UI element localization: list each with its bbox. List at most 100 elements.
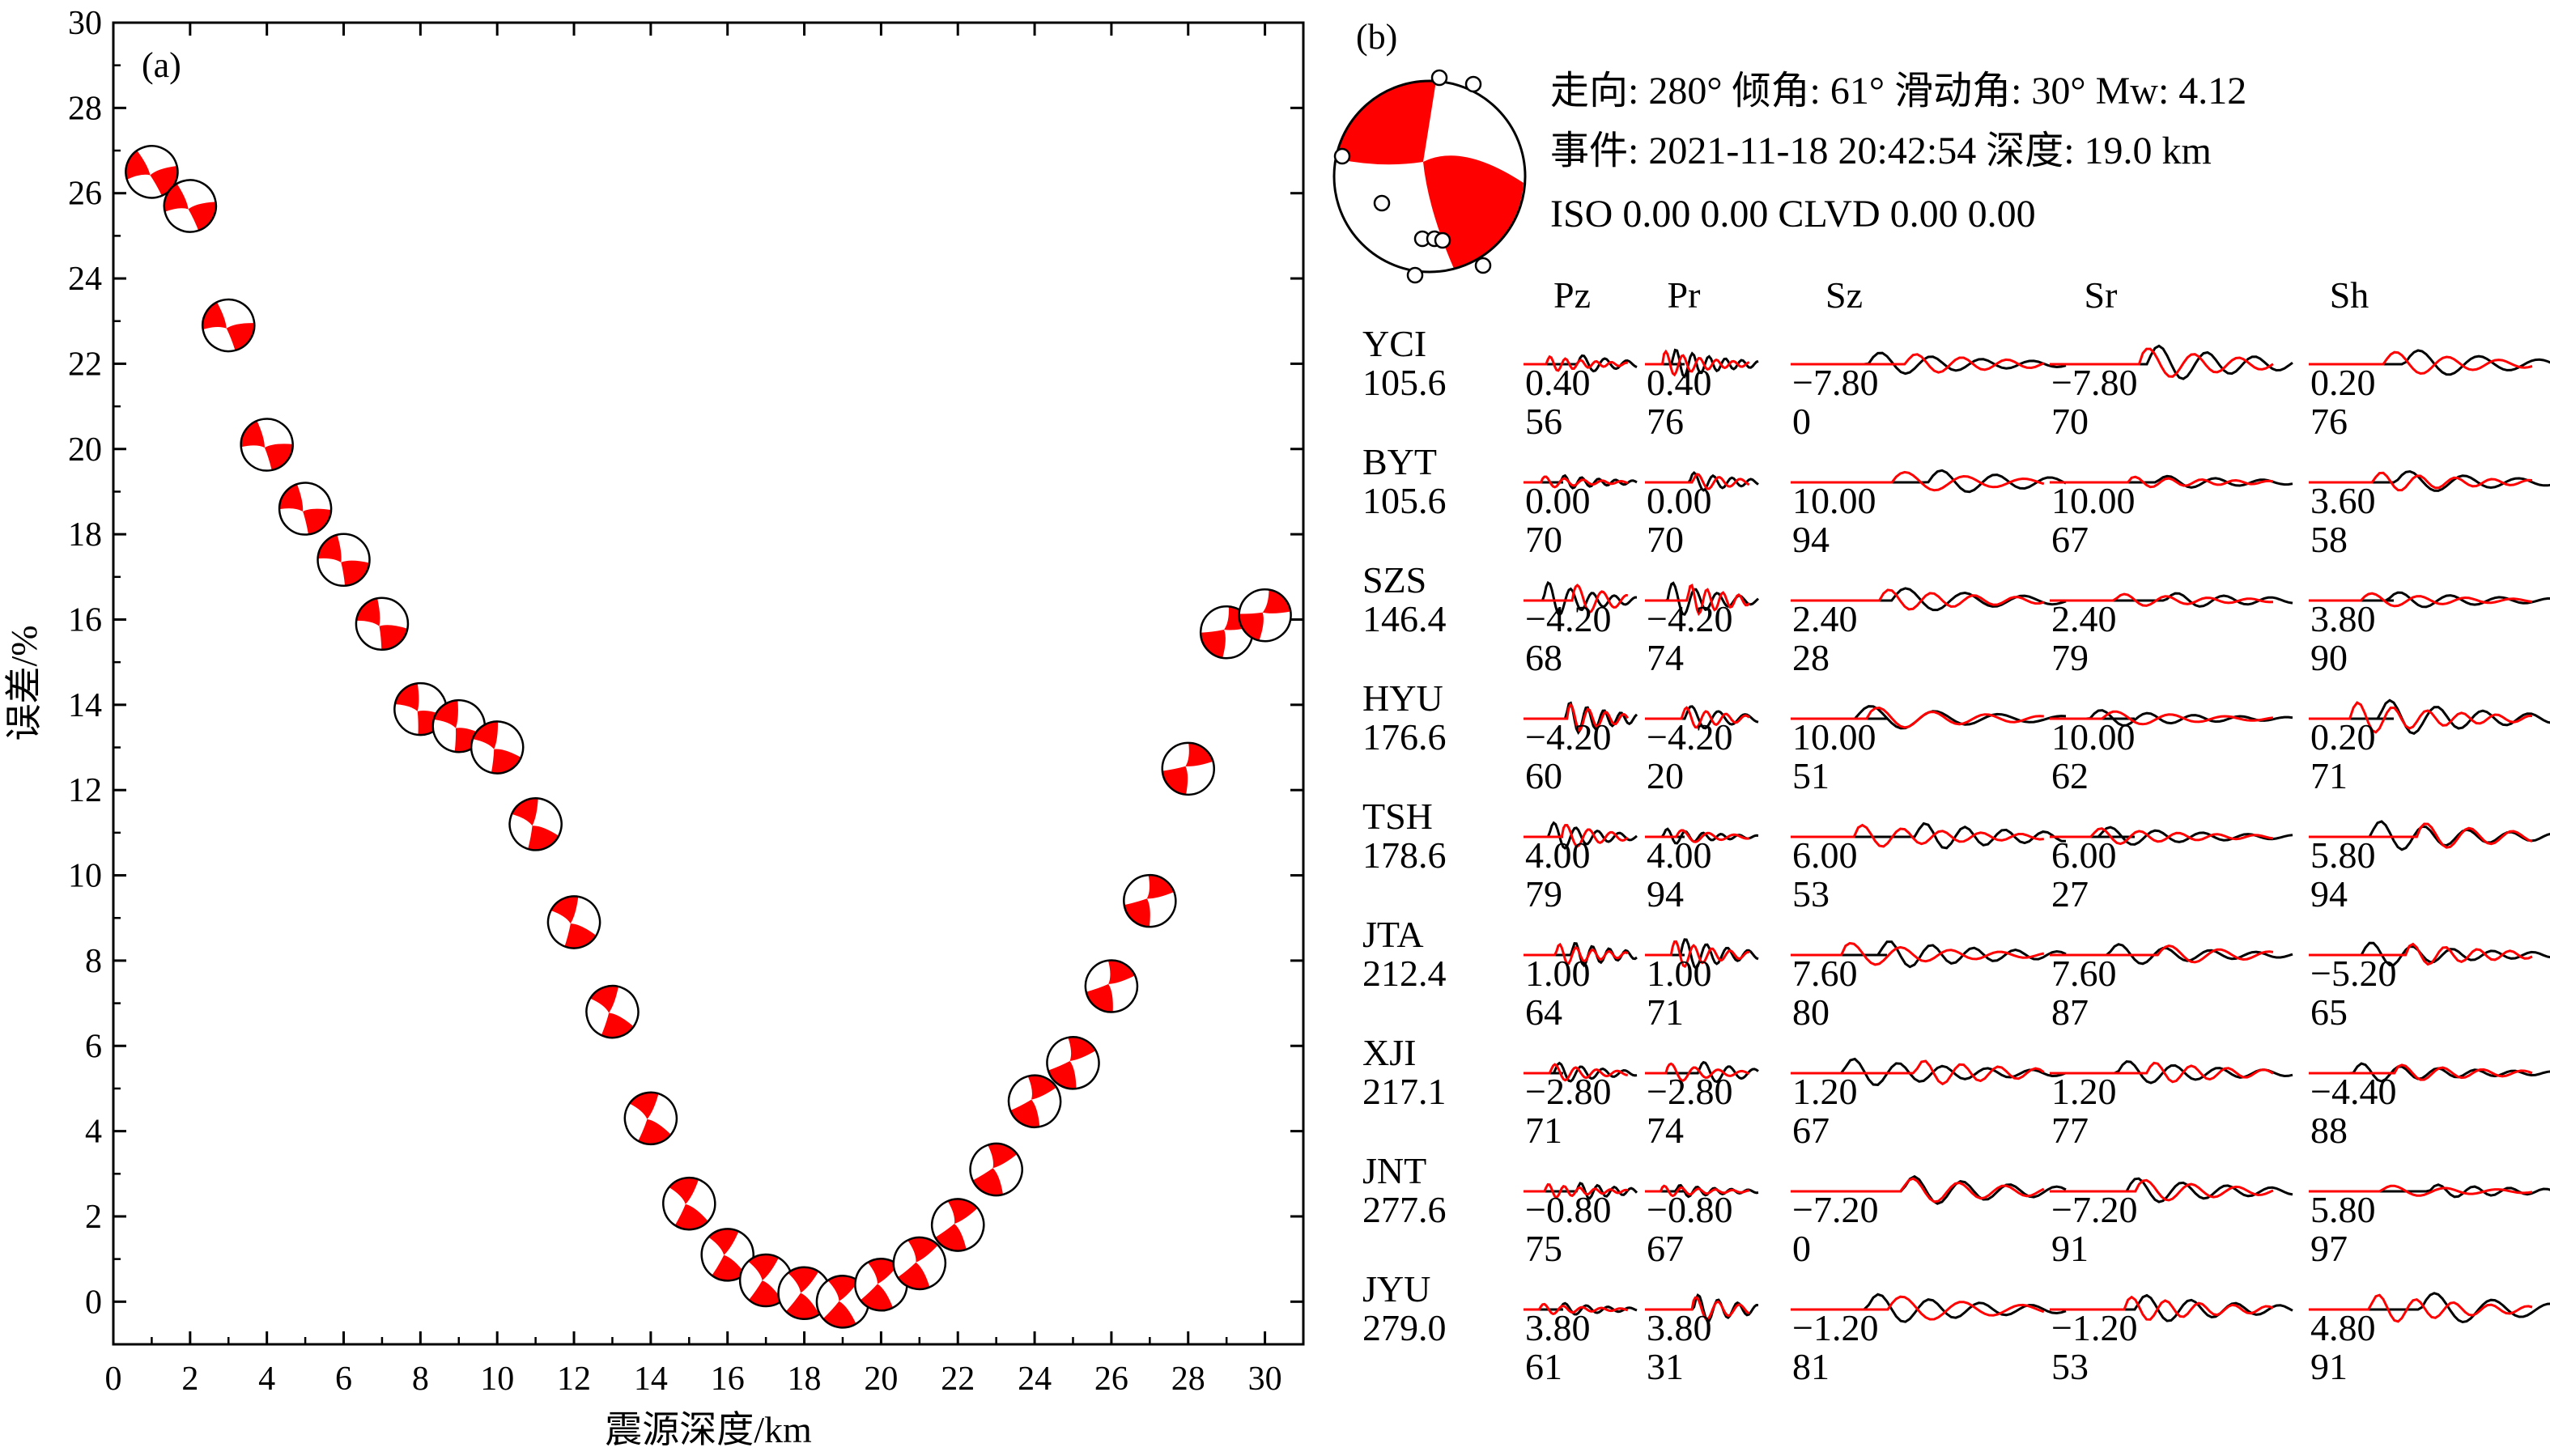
station-name: HYU	[1362, 677, 1443, 719]
synthetic-waveform	[1791, 353, 2045, 374]
iso-clvd-line: ISO 0.00 0.00 CLVD 0.00 0.00	[1550, 193, 2036, 236]
synthetic-waveform	[1524, 942, 1629, 966]
station-polarity-marker	[1434, 231, 1451, 249]
correlation: 71	[2310, 755, 2348, 796]
synthetic-waveform	[1791, 470, 2045, 492]
synthetic-waveform	[2309, 1063, 2533, 1081]
synthetic-waveform	[2050, 475, 2274, 489]
correlation: 53	[2051, 1346, 2089, 1387]
synthetic-waveform	[1524, 1302, 1629, 1315]
time-shift: 7.60	[2051, 953, 2117, 994]
component-headers: Pz Pr Sz Sr Sh	[1553, 274, 2369, 316]
correlation: 56	[1525, 401, 1562, 442]
time-shift: 0.00	[1525, 480, 1591, 521]
y-tick-label: 16	[68, 601, 102, 639]
plot-frame-a	[112, 21, 1305, 1346]
synthetic-waveform	[1645, 829, 1750, 843]
synthetic-waveform	[1645, 1296, 1750, 1321]
beachball-marker	[317, 533, 371, 587]
beachball-marker	[1123, 873, 1177, 928]
correlation: 74	[1647, 1110, 1684, 1151]
compressional-quadrant	[1336, 80, 1436, 165]
station-distance: 176.6	[1362, 716, 1447, 758]
beachball-marker	[202, 298, 256, 353]
x-tick-label: 2	[181, 1360, 198, 1398]
x-tick-label: 30	[1248, 1360, 1282, 1398]
synthetic-waveform	[1524, 1182, 1629, 1199]
time-shift: −4.20	[1525, 598, 1611, 639]
station-polarity-marker	[1430, 69, 1448, 87]
correlation: 91	[2051, 1228, 2089, 1269]
station-distance: 146.4	[1362, 598, 1447, 639]
synthetic-waveform	[1791, 823, 2044, 848]
beachball-marker	[1238, 588, 1292, 643]
beachball-marker	[278, 482, 333, 536]
beachball-marker	[969, 1142, 1023, 1197]
correlation: 61	[1525, 1346, 1562, 1387]
x-tick-label: 28	[1171, 1360, 1205, 1398]
y-tick-label: 10	[68, 858, 102, 895]
time-shift: 0.40	[1525, 362, 1591, 403]
y-axis-label: 误差/%	[3, 625, 45, 741]
time-shift: 0.20	[2310, 716, 2376, 758]
time-shift: 1.00	[1525, 953, 1591, 994]
correlation: 51	[1792, 755, 1830, 796]
correlation: 58	[2310, 519, 2348, 560]
time-shift: −7.20	[2051, 1189, 2137, 1230]
main-focal-mechanism	[1332, 69, 1527, 284]
focal-sphere-outline	[1332, 79, 1527, 274]
correlation: 94	[1792, 519, 1830, 560]
time-shift: 2.40	[2051, 598, 2117, 639]
synthetic-waveform	[1791, 588, 2045, 611]
time-shift: −4.40	[2310, 1071, 2396, 1112]
time-shift: 3.80	[1647, 1307, 1712, 1348]
beachball-markers	[125, 145, 1292, 1329]
station-polarity-marker	[1474, 257, 1492, 274]
synthetic-waveform	[2050, 592, 2274, 607]
synthetic-waveform	[2050, 827, 2274, 846]
y-tick-label: 24	[68, 261, 102, 298]
synthetic-waveform	[1524, 823, 1629, 848]
y-tick-label: 28	[68, 90, 102, 127]
x-tick-label: 16	[711, 1360, 745, 1398]
station-name: JNT	[1362, 1150, 1426, 1191]
y-tick-label: 12	[68, 772, 102, 809]
station-distance: 212.4	[1362, 953, 1447, 994]
beachball-marker	[892, 1236, 947, 1291]
time-shift: 4.00	[1525, 834, 1591, 876]
time-shift: 1.20	[2051, 1071, 2117, 1112]
y-tick-label: 8	[85, 943, 102, 980]
correlation: 31	[1647, 1346, 1684, 1387]
station-name: JYU	[1362, 1268, 1430, 1310]
synthetic-waveform	[1791, 706, 2044, 729]
synthetic-waveform	[2050, 710, 2274, 726]
correlation: 76	[2310, 401, 2348, 442]
correlation: 71	[1525, 1110, 1562, 1151]
synthetic-waveform	[1524, 1063, 1628, 1082]
station-polarity-marker	[1333, 147, 1351, 165]
synthetic-waveform	[1791, 941, 2045, 966]
component-header: Pr	[1668, 274, 1701, 316]
x-tick-label: 18	[788, 1360, 822, 1398]
beachball-marker	[163, 179, 218, 233]
synthetic-waveform	[2309, 1184, 2533, 1197]
synthetic-waveform	[2309, 592, 2533, 608]
x-tick-label: 14	[634, 1360, 668, 1398]
y-tick-label: 6	[85, 1028, 102, 1065]
beachball-marker	[1084, 959, 1139, 1013]
synthetic-waveform	[1524, 703, 1630, 732]
correlation: 91	[2310, 1346, 2348, 1387]
y-tick-label: 14	[68, 687, 102, 724]
synthetic-waveform	[2309, 471, 2533, 492]
synthetic-waveform	[2309, 1293, 2533, 1323]
time-shift: 1.00	[1647, 953, 1712, 994]
time-shift: −0.80	[1647, 1189, 1732, 1230]
time-shift: 4.80	[2310, 1307, 2376, 1348]
observed-waveform	[1524, 1301, 1638, 1316]
synthetic-waveform	[2050, 347, 2274, 378]
